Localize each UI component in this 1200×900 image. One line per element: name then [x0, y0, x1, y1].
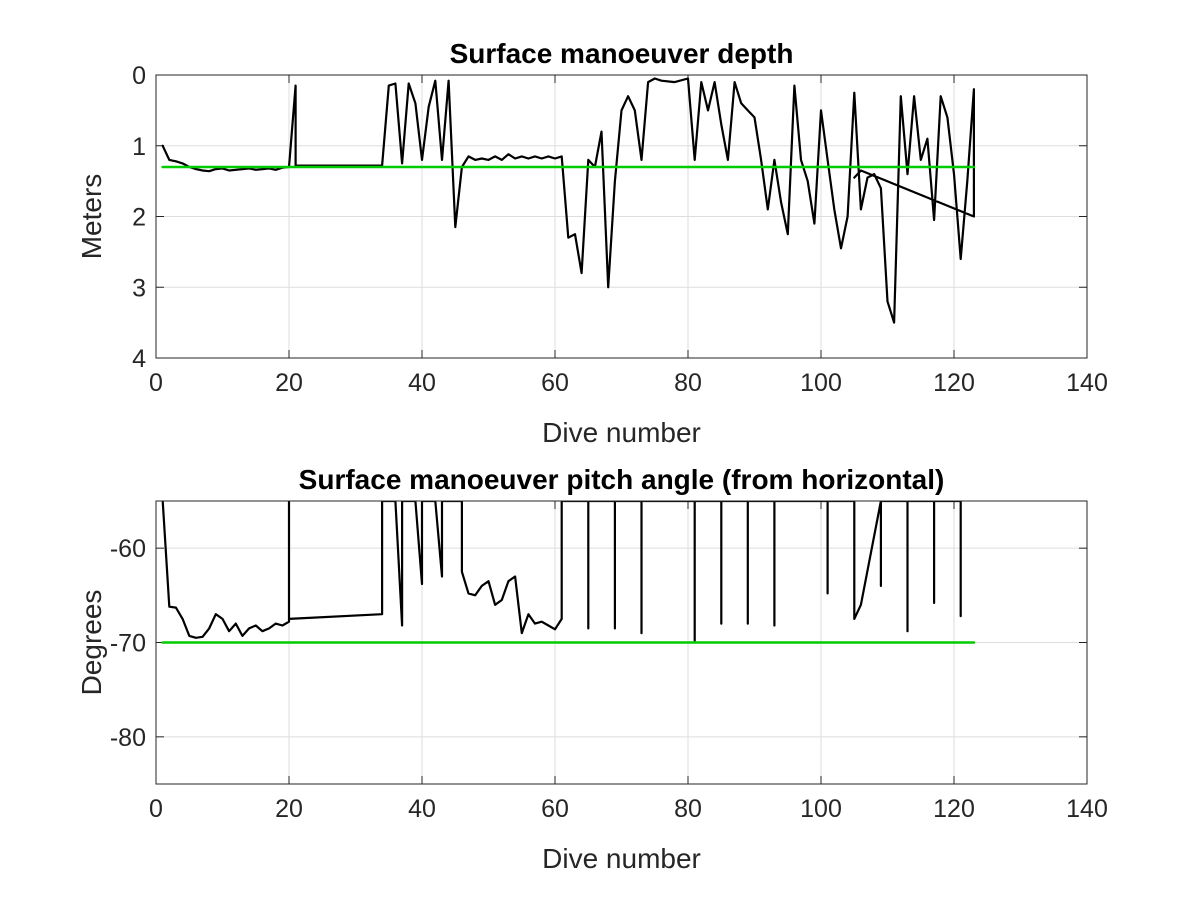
x-tick-label: 80	[674, 795, 702, 823]
x-tick-label: 20	[275, 369, 303, 397]
y-axis-label: Meters	[76, 174, 107, 260]
y-tick-label: -70	[110, 630, 146, 658]
axes-box	[155, 74, 1088, 359]
x-tick-label: 100	[800, 795, 842, 823]
x-tick-label: 20	[275, 795, 303, 823]
y-tick-label: -80	[110, 724, 146, 752]
x-tick-label: 40	[408, 795, 436, 823]
x-tick-label: 80	[674, 369, 702, 397]
axes-box	[155, 500, 1088, 785]
chart-title: Surface manoeuver pitch angle (from hori…	[299, 464, 945, 495]
x-tick-label: 140	[1066, 369, 1108, 397]
subplot-1: 0 20 40 60 80 100 120 140 0 1 2 3 4 Surface manoeuver…	[76, 38, 1108, 448]
x-tick-label: 0	[149, 369, 163, 397]
x-axis-label: Dive number	[542, 843, 701, 874]
y-tick-label: 4	[132, 345, 146, 373]
y-tick-label: 2	[132, 204, 146, 232]
y-tick-label: -60	[110, 535, 146, 563]
x-tick-label: 0	[149, 795, 163, 823]
x-tick-label: 40	[408, 369, 436, 397]
x-tick-label: 100	[800, 369, 842, 397]
y-axis-label: Degrees	[76, 590, 107, 696]
subplot-2: 0 20 40 60 80 100 120 140 -60 -70 -80 Surface manoe…	[76, 464, 1108, 874]
x-tick-label: 60	[541, 795, 569, 823]
y-tick-label: 3	[132, 274, 146, 302]
x-tick-label: 120	[933, 795, 975, 823]
y-tick-label: 1	[132, 133, 146, 161]
data-series-line	[161, 501, 962, 642]
chart-title: Surface manoeuver depth	[450, 38, 794, 69]
x-axis-label: Dive number	[542, 417, 701, 448]
x-tick-label: 60	[541, 369, 569, 397]
y-tick-label: 0	[132, 62, 146, 90]
x-tick-label: 140	[1066, 795, 1108, 823]
x-tick-label: 120	[933, 369, 975, 397]
